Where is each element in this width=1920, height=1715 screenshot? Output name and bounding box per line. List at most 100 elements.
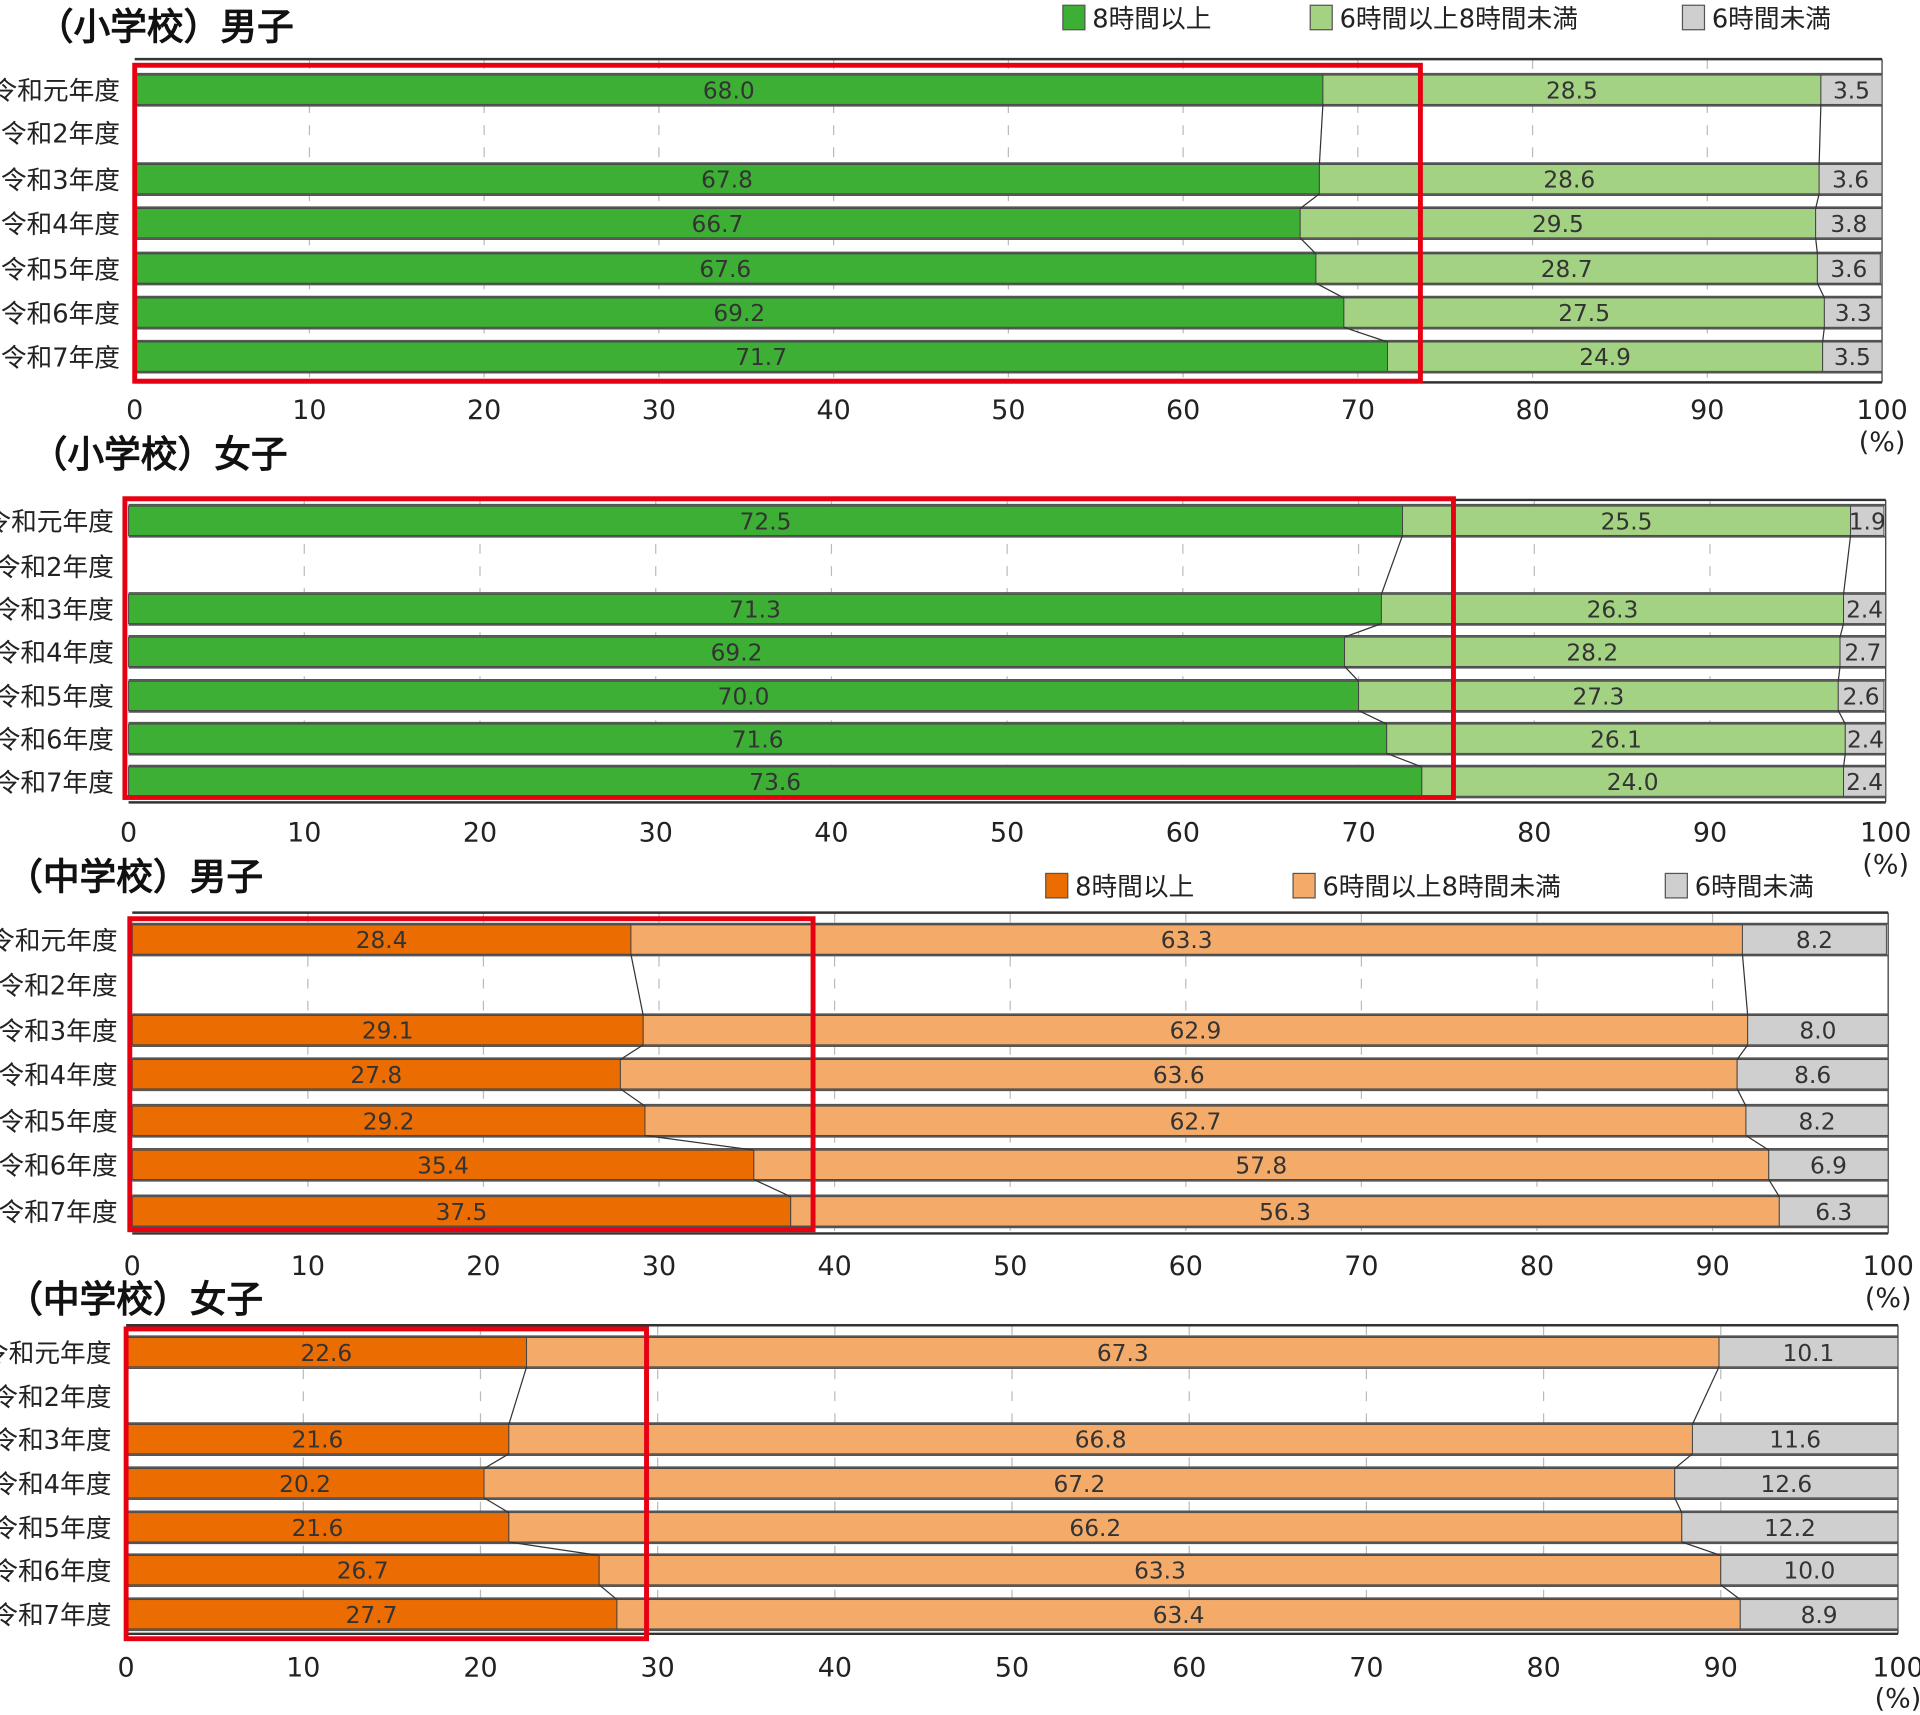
bar-segment-2	[1741, 924, 1887, 955]
category-label: 令和5年度	[1, 255, 120, 285]
data-label: 2.4	[1847, 726, 1884, 753]
data-label: 20.2	[279, 1471, 331, 1498]
connector-line	[1816, 282, 1825, 299]
bar-segment-2	[1823, 297, 1883, 328]
data-label: 3.8	[1830, 211, 1867, 238]
connector-line	[1741, 954, 1749, 1016]
legend-swatch	[1309, 4, 1333, 31]
data-label: 29.2	[363, 1108, 415, 1135]
chart-title-junior-high-girls: （中学校）女子	[6, 1278, 263, 1321]
x-tick-label: 10	[286, 1653, 320, 1684]
x-tick-label: 100	[1860, 818, 1911, 849]
data-label: 73.6	[749, 769, 801, 796]
connector-line	[644, 1134, 754, 1151]
data-label: 22.6	[300, 1340, 352, 1367]
bar-segment-2	[1839, 636, 1887, 667]
data-label: 21.6	[292, 1427, 344, 1454]
data-label: 63.3	[1161, 927, 1213, 954]
data-label: 3.6	[1830, 256, 1867, 283]
chart-panel-1: 0 10 20 30 40 50 60 70 80 90 100(%) 令和元年度 72.5 25.5 1.…	[0, 496, 1911, 880]
bar-segment-2	[1822, 341, 1883, 372]
bar-segment-0	[134, 297, 1345, 328]
data-label: 28.4	[356, 927, 408, 954]
data-label: 69.2	[711, 639, 763, 666]
data-label: 56.3	[1259, 1199, 1311, 1226]
highlight-box	[123, 1326, 649, 1642]
data-label: 37.5	[436, 1199, 488, 1226]
connector-line	[1839, 623, 1845, 638]
x-tick-label: 50	[993, 1251, 1027, 1282]
category-label: 令和元年度	[0, 77, 120, 107]
bar-segment-1	[630, 924, 1743, 955]
connector-line	[1736, 1044, 1749, 1060]
category-label: 令和2年度	[0, 1383, 111, 1413]
x-tick-label: 50	[995, 1653, 1029, 1684]
category-label: 令和6年度	[0, 1152, 118, 1182]
legend-label: 6時間未満	[1695, 872, 1814, 902]
data-label: 1.9	[1849, 508, 1886, 535]
x-tick-label: 40	[817, 1251, 851, 1282]
x-axis-unit: (%)	[1875, 1683, 1920, 1714]
bar-segment-1	[1322, 74, 1822, 105]
bar-segment-0	[125, 1512, 510, 1543]
data-label: 8.9	[1801, 1602, 1838, 1629]
data-label: 67.6	[699, 256, 751, 283]
x-tick-label: 70	[1341, 818, 1375, 849]
connector-line	[1318, 104, 1324, 165]
data-label: 10.1	[1783, 1340, 1835, 1367]
data-label: 67.3	[1097, 1340, 1149, 1367]
data-label: 3.6	[1832, 167, 1869, 194]
bar-segment-2	[1745, 1105, 1889, 1136]
category-label: 令和2年度	[1, 119, 120, 149]
connector-line	[483, 1453, 510, 1470]
category-label: 令和4年度	[0, 1061, 118, 1091]
bar-segment-1	[526, 1337, 1720, 1368]
data-label: 21.6	[292, 1515, 344, 1542]
x-tick-label: 90	[1690, 395, 1724, 426]
x-tick-label: 70	[1344, 1251, 1378, 1282]
data-label: 29.5	[1532, 211, 1584, 238]
connector-line	[1815, 237, 1818, 254]
bar-segment-1	[753, 1149, 1770, 1181]
bar-segment-1	[1402, 505, 1852, 536]
category-label: 令和4年度	[0, 1470, 111, 1500]
bar-segment-1	[1380, 593, 1845, 625]
x-tick-label: 30	[639, 818, 673, 849]
connector-line	[1736, 1088, 1747, 1107]
legend-label: 8時間以上	[1092, 4, 1211, 34]
x-axis-unit: (%)	[1862, 849, 1909, 880]
data-label: 28.5	[1546, 77, 1598, 104]
x-tick-label: 70	[1341, 395, 1375, 426]
data-label: 28.6	[1543, 167, 1595, 194]
data-label: 12.2	[1764, 1515, 1816, 1542]
category-label: 令和3年度	[1, 166, 120, 196]
x-tick-label: 90	[1704, 1653, 1738, 1684]
x-tick-label: 40	[814, 818, 848, 849]
connector-line	[1315, 282, 1345, 299]
connector-line	[1299, 237, 1317, 255]
x-tick-label: 30	[642, 1251, 676, 1282]
bar-segment-1	[1299, 208, 1817, 239]
bar-segment-0	[125, 1468, 485, 1499]
data-label: 66.2	[1069, 1515, 1121, 1542]
x-tick-label: 80	[1517, 818, 1551, 849]
bar-segment-0	[128, 505, 1403, 536]
bar-segment-1	[508, 1423, 1693, 1455]
chart-panel-2: 0 10 20 30 40 50 60 70 80 90 100(%) 令和元年度 28.4 63.3 8.…	[0, 872, 1914, 1313]
bar-segment-2	[1720, 1554, 1899, 1586]
x-tick-label: 20	[466, 1251, 500, 1282]
x-tick-label: 80	[1520, 1251, 1554, 1282]
bar-segment-2	[1820, 74, 1883, 105]
data-label: 27.5	[1558, 300, 1610, 327]
x-tick-label: 0	[124, 1251, 141, 1282]
x-tick-label: 50	[990, 818, 1024, 849]
data-label: 26.1	[1590, 726, 1642, 753]
legend-label: 6時間以上8時間未満	[1322, 872, 1560, 902]
chart-title-elementary-girls: （小学校）女子	[31, 433, 288, 476]
category-label: 令和3年度	[0, 1426, 111, 1456]
x-tick-label: 30	[642, 395, 676, 426]
category-label: 令和5年度	[0, 1514, 111, 1544]
connector-line	[508, 1541, 600, 1557]
bar-segment-1	[1343, 297, 1825, 328]
bar-segment-1	[483, 1468, 1676, 1499]
